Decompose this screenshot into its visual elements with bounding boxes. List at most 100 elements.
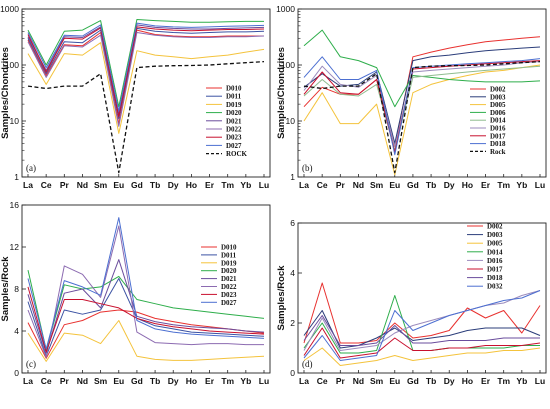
series-line-d022 <box>27 225 264 358</box>
y-tick-label: 1 <box>290 172 295 182</box>
legend-label: D014 <box>487 248 503 256</box>
legend-label: D017 <box>490 132 506 140</box>
legend-label: D011 <box>221 251 237 259</box>
legend-label: D027 <box>226 142 242 150</box>
y-tick-label: 10 <box>10 116 20 126</box>
x-tick-label: Yb <box>240 180 251 190</box>
x-tick-label: Tm <box>221 180 234 190</box>
x-tick-label: Nd <box>77 376 88 386</box>
series-line-d027 <box>27 22 265 112</box>
legend-label: D002 <box>487 223 503 231</box>
plot-frame <box>297 8 547 178</box>
x-tick-label: Tm <box>497 376 510 386</box>
legend-label: D023 <box>221 291 237 299</box>
series-line-d011 <box>27 278 265 357</box>
legend-label: D005 <box>490 101 506 109</box>
x-tick-label: Eu <box>389 180 400 190</box>
series-line-d017 <box>303 327 541 359</box>
plot-frame <box>21 204 271 374</box>
y-tick-label: 0 <box>14 368 19 378</box>
x-tick-label: Gd <box>131 376 143 386</box>
chart-panel-2: 1 10 100 1000 La Ce Pr Nd Sm Eu Gd Tb Dy Ho Er Tm Yb Lu Sa… <box>276 4 547 190</box>
y-tick-label: 0 <box>290 368 295 378</box>
x-tick-label: Tb <box>426 180 436 190</box>
legend-label: D027 <box>221 299 237 307</box>
x-tick-label: Er <box>481 180 491 190</box>
y-tick-label: 1 <box>14 172 19 182</box>
x-tick-label: Tb <box>150 180 160 190</box>
x-tick-label: Lu <box>259 376 269 386</box>
chart-panel-4: 0 2 4 6 La Ce Pr Nd Sm Eu Gd Tb Dy Ho Er Tm Yb Lu Samples/… <box>276 218 547 386</box>
x-tick-label: Sm <box>94 180 108 190</box>
chart-panel-1: 1 10 100 1000 La Ce Pr Nd Sm Eu Gd Tb Dy Ho Er Tm Yb Lu Sa… <box>0 4 271 190</box>
legend-label: D022 <box>221 283 237 291</box>
legend-label: D016 <box>490 125 506 133</box>
legend-label: D010 <box>226 85 242 93</box>
x-tick-label: La <box>23 180 33 190</box>
legend-label: D006 <box>490 109 506 117</box>
plot-frame <box>297 222 547 374</box>
series-line-d032 <box>303 290 541 361</box>
x-tick-label: Sm <box>94 376 108 386</box>
x-tick-label: Dy <box>168 180 179 190</box>
y-tick-label: 1000 <box>276 4 295 14</box>
legend-label: D022 <box>226 126 242 134</box>
series-line-d003 <box>303 310 541 349</box>
x-tick-label: Dy <box>444 180 455 190</box>
panel-label: (a) <box>26 163 36 173</box>
y-tick-label: 4 <box>290 268 295 278</box>
panel-label: (c) <box>26 359 36 369</box>
series-line-d020 <box>27 19 264 108</box>
legend-label: D032 <box>487 283 503 291</box>
x-tick-label: Sm <box>370 180 384 190</box>
legend-label: D003 <box>490 93 506 101</box>
x-tick-label: Ce <box>317 376 328 386</box>
x-tick-label: Er <box>205 376 215 386</box>
legend-label: D003 <box>487 231 503 239</box>
legend-label: D023 <box>226 134 242 142</box>
y-tick-label: 1000 <box>0 4 19 14</box>
x-tick-label: Nd <box>353 376 364 386</box>
legend-label: D021 <box>226 117 242 125</box>
legend-label: D005 <box>487 240 503 248</box>
x-tick-label: Gd <box>407 180 419 190</box>
series-line-d019 <box>27 320 265 362</box>
x-tick-label: Lu <box>535 180 545 190</box>
plot-frame <box>21 8 271 178</box>
x-tick-label: Ho <box>462 180 473 190</box>
legend-label: D020 <box>226 109 242 117</box>
series-line-rock <box>27 60 265 174</box>
legend-label: ROCK <box>226 150 248 158</box>
series-line-d020 <box>27 269 265 351</box>
x-tick-label: Gd <box>407 376 419 386</box>
legend-label: D002 <box>490 86 506 94</box>
x-tick-label: Pr <box>60 180 70 190</box>
x-tick-label: Yb <box>516 180 527 190</box>
series-line-d019 <box>27 42 265 134</box>
x-tick-label: Pr <box>336 180 346 190</box>
x-tick-label: Lu <box>259 180 269 190</box>
x-tick-label: Ce <box>41 180 52 190</box>
series-line-d021 <box>27 259 265 354</box>
y-tick-label: 2 <box>290 318 295 328</box>
x-tick-label: Gd <box>131 180 143 190</box>
legend-label: D019 <box>221 259 237 267</box>
legend-label: D010 <box>221 244 237 252</box>
series-line-d011 <box>27 27 265 120</box>
x-tick-label: Sm <box>370 376 384 386</box>
chart-panel-3: 0 4 8 12 16 La Ce Pr Nd Sm Eu Gd Tb Dy Ho Er Tm Yb Lu Sampl… <box>0 200 271 386</box>
x-tick-label: Eu <box>113 180 124 190</box>
y-tick-label: 4 <box>14 326 19 336</box>
x-tick-label: Er <box>481 376 491 386</box>
x-tick-label: Lu <box>535 376 545 386</box>
y-axis-title: Samples/Chondrites <box>276 47 287 139</box>
legend-label: D018 <box>487 274 503 282</box>
legend-label: D014 <box>490 117 506 125</box>
y-tick-label: 8 <box>14 284 19 294</box>
x-tick-label: Er <box>205 180 215 190</box>
series-line-d005 <box>303 64 541 176</box>
series-line-d016 <box>303 290 541 351</box>
series-line-d016 <box>303 61 541 147</box>
legend-label: D020 <box>221 267 237 275</box>
